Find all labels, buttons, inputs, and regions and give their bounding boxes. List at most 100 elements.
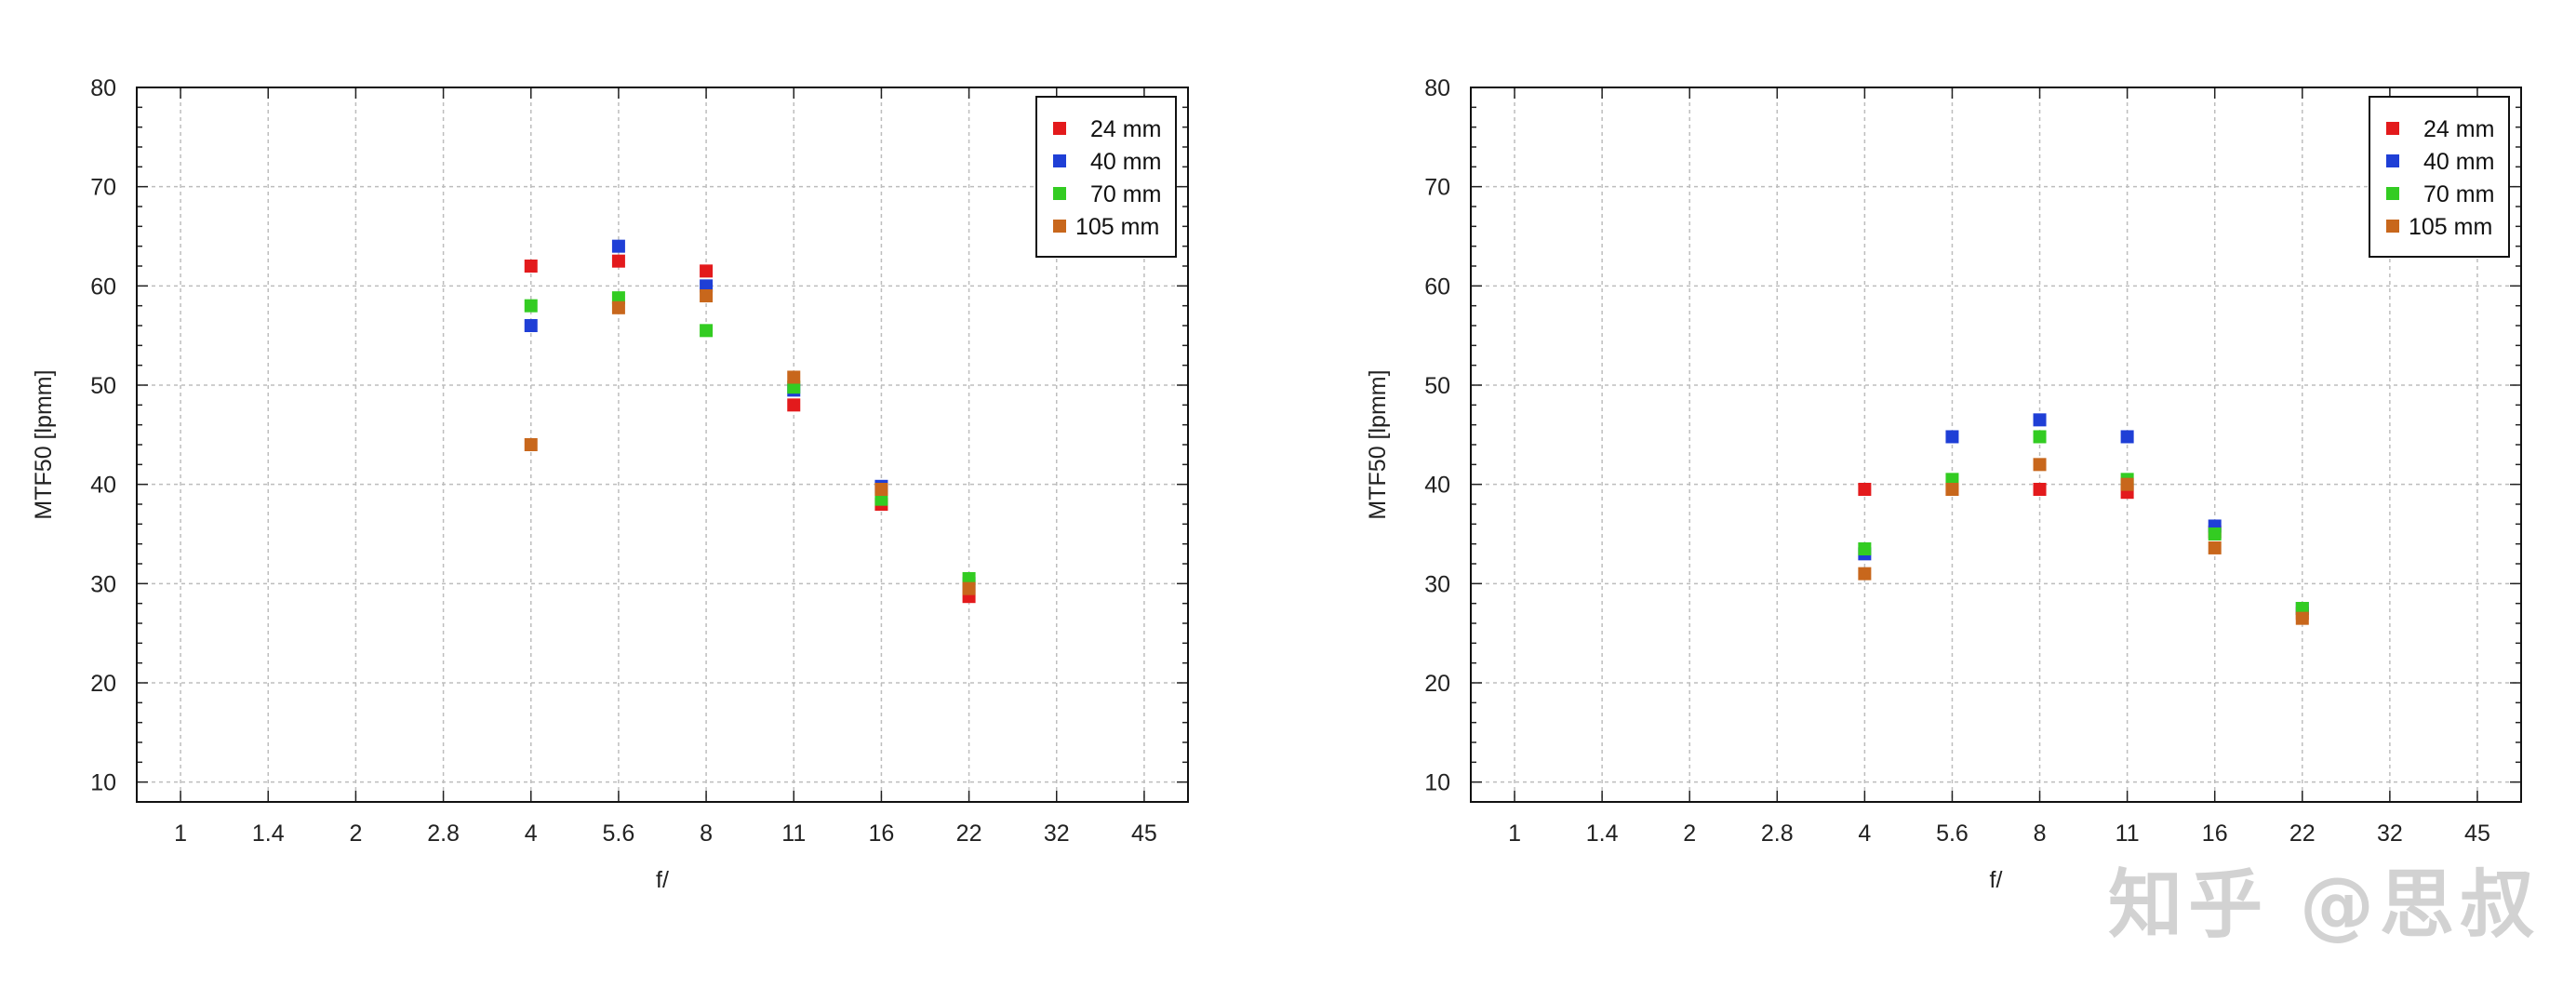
- x-tick-label: 2: [1683, 821, 1696, 847]
- legend-label: 24 mm: [2423, 116, 2494, 142]
- x-tick-label: 2: [349, 821, 362, 847]
- data-point-24-mm: [787, 398, 801, 412]
- legend-swatch: [1053, 220, 1066, 233]
- x-tick-label: 1: [174, 821, 187, 847]
- x-tick-label: 11: [781, 821, 806, 847]
- x-tick-label: 1.4: [1586, 821, 1619, 847]
- data-point-24-mm: [611, 254, 625, 268]
- chart-left: 10 20 30 40 50 60 70 80 1 1.4 2 2.8 4 5.6 8 11 16 22 32 45 f…: [31, 75, 1189, 893]
- legend-swatch: [2386, 187, 2399, 200]
- data-point-40-mm: [2120, 430, 2134, 444]
- y-tick-label: 50: [90, 373, 116, 399]
- y-axis-title: MTF50 [lpmm]: [31, 369, 57, 519]
- x-tick-label: 5.6: [1936, 821, 1969, 847]
- data-point-105-mm: [874, 483, 888, 496]
- data-point-70-mm: [2295, 602, 2309, 615]
- data-point-24-mm: [2033, 483, 2047, 496]
- x-tick-label: 2.8: [427, 821, 460, 847]
- data-point-40-mm: [2033, 413, 2047, 427]
- data-point-70-mm: [611, 291, 625, 305]
- data-point-70-mm: [2033, 430, 2047, 444]
- data-point-40-mm: [611, 239, 625, 253]
- x-axis-title: f/: [656, 867, 669, 893]
- x-tick-label: 8: [700, 821, 713, 847]
- y-tick-label: 40: [90, 473, 116, 499]
- watermark-text: 知乎 @思叔: [2108, 861, 2540, 948]
- chart-right: 10 20 30 40 50 60 70 80 1 1.4 2 2.8 4 5.6 8 11 16 22 32 45 f…: [1365, 75, 2522, 893]
- legend-label: 40 mm: [2423, 149, 2494, 175]
- y-tick-label: 70: [1424, 175, 1450, 201]
- data-point-105-mm: [700, 289, 714, 302]
- plot-frame: [1470, 87, 2522, 803]
- legend-label: 70 mm: [2423, 181, 2494, 207]
- data-point-105-mm: [2120, 477, 2134, 491]
- legend-label: 105 mm: [2409, 214, 2492, 240]
- y-tick-label: 20: [90, 671, 116, 697]
- x-tick-label: 1.4: [252, 821, 285, 847]
- y-axis-title: MTF50 [lpmm]: [1365, 369, 1391, 519]
- data-point-70-mm: [962, 572, 976, 585]
- data-point-105-mm: [1945, 483, 1959, 496]
- x-tick-label: 45: [1131, 821, 1157, 847]
- x-axis-title: f/: [1990, 867, 2003, 893]
- data-point-105-mm: [2033, 458, 2047, 472]
- data-point-105-mm: [2208, 541, 2222, 554]
- x-tick-label: 22: [956, 821, 982, 847]
- y-tick-label: 60: [90, 274, 116, 300]
- data-point-70-mm: [1858, 542, 1872, 555]
- data-point-70-mm: [874, 492, 888, 506]
- x-tick-label: 16: [869, 821, 895, 847]
- y-tick-label: 80: [90, 75, 116, 101]
- x-tick-label: 22: [2289, 821, 2316, 847]
- x-tick-label: 32: [2377, 821, 2403, 847]
- y-tick-label: 40: [1424, 473, 1450, 499]
- x-tick-label: 4: [525, 821, 538, 847]
- y-tick-label: 20: [1424, 671, 1450, 697]
- x-tick-label: 1: [1508, 821, 1521, 847]
- y-tick-label: 10: [90, 770, 116, 796]
- data-point-105-mm: [524, 438, 538, 451]
- legend-swatch: [2386, 220, 2399, 233]
- legend-label: 105 mm: [1075, 214, 1159, 240]
- legend-label: 24 mm: [1090, 116, 1161, 142]
- x-tick-label: 32: [1044, 821, 1070, 847]
- data-point-24-mm: [524, 260, 538, 273]
- data-point-105-mm: [962, 581, 976, 595]
- x-tick-label: 2.8: [1761, 821, 1794, 847]
- data-point-24-mm: [1858, 483, 1872, 496]
- legend-swatch: [1053, 154, 1066, 167]
- data-point-40-mm: [1945, 430, 1959, 444]
- y-tick-label: 80: [1424, 75, 1450, 101]
- y-tick-label: 50: [1424, 373, 1450, 399]
- legend-label: 70 mm: [1090, 181, 1161, 207]
- x-tick-label: 5.6: [603, 821, 635, 847]
- legend-swatch: [1053, 122, 1066, 135]
- data-point-40-mm: [524, 319, 538, 332]
- y-tick-label: 30: [1424, 571, 1450, 597]
- data-point-70-mm: [1945, 473, 1959, 487]
- y-tick-label: 70: [90, 175, 116, 201]
- legend-swatch: [2386, 154, 2399, 167]
- legend-swatch: [1053, 187, 1066, 200]
- data-point-24-mm: [700, 264, 714, 278]
- data-point-105-mm: [2295, 611, 2309, 625]
- plot-frame: [136, 87, 1189, 803]
- y-tick-label: 10: [1424, 770, 1450, 796]
- legend-swatch: [2386, 122, 2399, 135]
- data-point-105-mm: [611, 300, 625, 314]
- data-point-70-mm: [524, 299, 538, 313]
- x-tick-label: 45: [2464, 821, 2490, 847]
- y-tick-label: 30: [90, 571, 116, 597]
- data-point-105-mm: [1858, 567, 1872, 581]
- x-tick-label: 11: [2116, 821, 2140, 847]
- data-point-70-mm: [2208, 527, 2222, 541]
- data-point-105-mm: [787, 370, 801, 384]
- legend-label: 40 mm: [1090, 149, 1161, 175]
- data-point-40-mm: [700, 279, 714, 293]
- data-point-70-mm: [700, 324, 714, 338]
- x-tick-label: 8: [2034, 821, 2047, 847]
- y-tick-label: 60: [1424, 274, 1450, 300]
- data-point-70-mm: [787, 380, 801, 394]
- x-tick-label: 4: [1858, 821, 1871, 847]
